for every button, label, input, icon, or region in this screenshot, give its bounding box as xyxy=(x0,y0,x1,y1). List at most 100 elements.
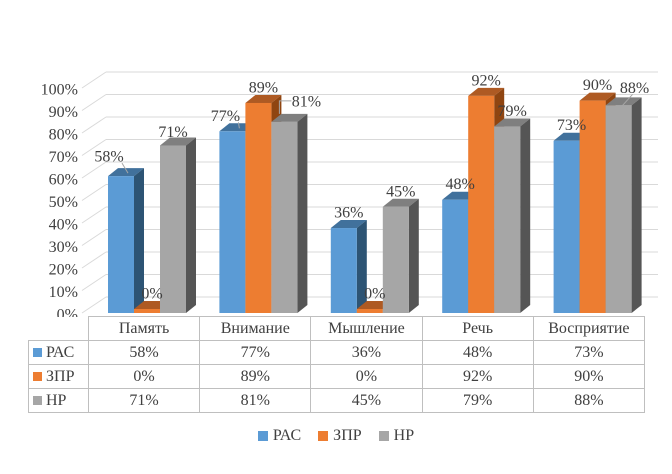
bar-value-label: 79% xyxy=(498,103,527,120)
legend-item: НР xyxy=(378,427,415,445)
table-value-cell: 81% xyxy=(199,388,312,413)
chart-legend: РАС ЗПР НР xyxy=(0,427,672,445)
table-header-row: Память Внимание Мышление Речь Восприятие xyxy=(29,316,646,341)
bar-ЗПР-Восприятие xyxy=(579,100,606,313)
table-value-cell: 89% xyxy=(199,364,312,389)
gridline-depth-edge xyxy=(81,251,107,269)
y-tick-label: 100% xyxy=(41,82,78,99)
series-name-label: НР xyxy=(46,391,67,409)
legend-swatch-icon xyxy=(257,431,268,441)
bar-side-НР-Внимание xyxy=(297,113,308,313)
bar-side-РАС-Мышление xyxy=(356,220,367,313)
bar-РАС-Внимание xyxy=(219,131,246,313)
y-tick-label: 50% xyxy=(49,194,78,211)
table-series-key: РАС xyxy=(28,340,89,365)
table-series-row: НР 71% 81% 45% 79% 88% xyxy=(28,388,646,413)
y-tick-label: 70% xyxy=(49,149,78,166)
bar-top-НР-Восприятие xyxy=(605,97,642,106)
gridline-depth-edge xyxy=(81,229,107,246)
bar-value-label: 71% xyxy=(158,124,187,141)
bar-side-НР-Речь xyxy=(520,118,531,313)
table-value-cell: 90% xyxy=(532,364,646,389)
bar-top-НР-Речь xyxy=(494,118,531,127)
bar-value-label: 48% xyxy=(446,176,475,193)
y-tick-label: 80% xyxy=(49,127,78,144)
bar-value-label: 45% xyxy=(386,183,415,200)
table-value-cell: 48% xyxy=(421,340,534,365)
table-category-header: Внимание xyxy=(199,316,312,341)
table-category-header: Память xyxy=(87,316,201,341)
bar-top-ЗПР-Речь xyxy=(468,87,505,96)
gridline-depth-edge xyxy=(81,296,107,314)
gridline-depth-edge xyxy=(81,161,107,179)
table-value-cell: 73% xyxy=(532,340,646,365)
legend-label: НР xyxy=(393,427,415,444)
bar-side-РАС-Память xyxy=(134,168,144,313)
series-name-label: РАС xyxy=(46,343,75,361)
table-series-row: ЗПР 0% 89% 0% 92% 90% xyxy=(28,364,646,389)
bar-top-НР-Мышление xyxy=(382,198,419,207)
table-value-cell: 71% xyxy=(87,388,201,413)
y-tick-label: 30% xyxy=(49,239,78,256)
gridline-depth-edge xyxy=(81,274,107,291)
legend-swatch-icon xyxy=(318,431,329,441)
bar-ЗПР-Мышление xyxy=(356,309,383,313)
bar-chart-plot: 0% 10% 20% 30% 40% 50% 60% 70% 80% 90% 100% 58% 0% 71… xyxy=(41,71,658,317)
legend-swatch-icon xyxy=(378,431,389,441)
bar-НР-Внимание xyxy=(271,121,298,313)
table-category-header: Речь xyxy=(421,316,534,341)
bar-value-label: 0% xyxy=(141,286,162,303)
bar-value-label: 88% xyxy=(620,80,649,97)
bar-value-label: 92% xyxy=(472,72,501,89)
label-leader-line xyxy=(237,122,240,129)
bar-НР-Восприятие xyxy=(605,105,632,313)
table-value-cell: 79% xyxy=(421,388,534,413)
gridline-depth-edge xyxy=(81,139,107,156)
bar-value-label: 36% xyxy=(334,205,363,222)
bar-РАС-Мышление xyxy=(330,228,357,313)
table-value-cell: 77% xyxy=(199,340,312,365)
bar-side-НР-Мышление xyxy=(408,198,419,313)
table-value-cell: 0% xyxy=(87,364,201,389)
bar-НР-Речь xyxy=(494,126,521,313)
bar-ЗПР-Внимание xyxy=(245,102,272,314)
bar-РАС-Речь xyxy=(442,199,469,313)
y-tick-label: 20% xyxy=(49,262,78,279)
table-value-cell: 36% xyxy=(310,340,423,365)
table-value-cell: 0% xyxy=(310,364,423,389)
bar-РАС-Восприятие xyxy=(553,140,580,313)
table-value-cell: 92% xyxy=(421,364,534,389)
table-category-header: Восприятие xyxy=(532,316,646,341)
table-series-key: НР xyxy=(28,388,89,413)
label-leader-line xyxy=(278,100,292,114)
label-leader-line xyxy=(121,162,129,174)
legend-item: ЗПР xyxy=(318,427,362,445)
y-tick-label: 90% xyxy=(49,104,78,121)
bar-top-НР-Память xyxy=(160,137,196,146)
gridline-depth-edge xyxy=(81,71,107,89)
bar-value-label: 81% xyxy=(292,93,321,110)
y-tick-label: 40% xyxy=(49,217,78,234)
table-corner-cell xyxy=(29,317,89,341)
bar-value-label: 0% xyxy=(364,286,385,303)
table-value-cell: 58% xyxy=(87,340,201,365)
bar-value-label: 77% xyxy=(211,108,240,125)
y-tick-label: 60% xyxy=(49,172,78,189)
table-value-cell: 45% xyxy=(310,388,423,413)
legend-label: РАС xyxy=(272,427,302,444)
table-category-header: Мышление xyxy=(310,316,423,341)
bar-ЗПР-Память xyxy=(134,309,160,313)
bar-top-ЗПР-Восприятие xyxy=(579,92,616,101)
gridline-depth-edge xyxy=(81,94,107,111)
legend-item: РАС xyxy=(257,427,302,445)
gridline-depth-edge xyxy=(81,206,107,224)
gridline-depth-edge xyxy=(81,184,107,201)
series-swatch-icon xyxy=(33,347,42,357)
table-value-cell: 88% xyxy=(532,388,646,413)
bar-top-РАС-Память xyxy=(108,168,144,177)
table-series-row: РАС 58% 77% 36% 48% 73% xyxy=(28,340,646,365)
bar-НР-Мышление xyxy=(382,206,409,313)
series-swatch-icon xyxy=(33,371,42,381)
bar-top-ЗПР-Внимание xyxy=(245,94,282,103)
